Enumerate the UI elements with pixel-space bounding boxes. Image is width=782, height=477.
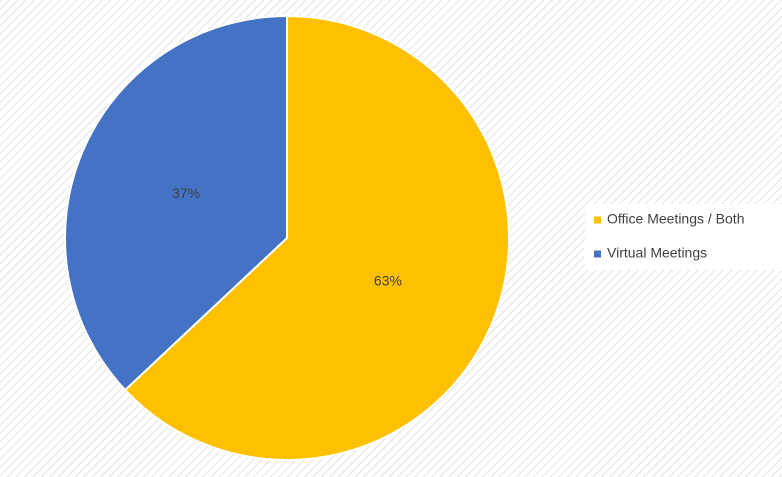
- pie-slice: [64, 14, 288, 392]
- legend-box: [585, 204, 782, 270]
- legend-marker: [594, 250, 601, 258]
- data-label: 63%: [374, 272, 402, 288]
- pie-slice: [123, 14, 510, 461]
- data-label: 37%: [172, 185, 200, 201]
- legend-label: Virtual Meetings: [607, 245, 707, 261]
- legend-marker: [594, 216, 601, 224]
- legend-label: Office Meetings / Both: [607, 211, 744, 227]
